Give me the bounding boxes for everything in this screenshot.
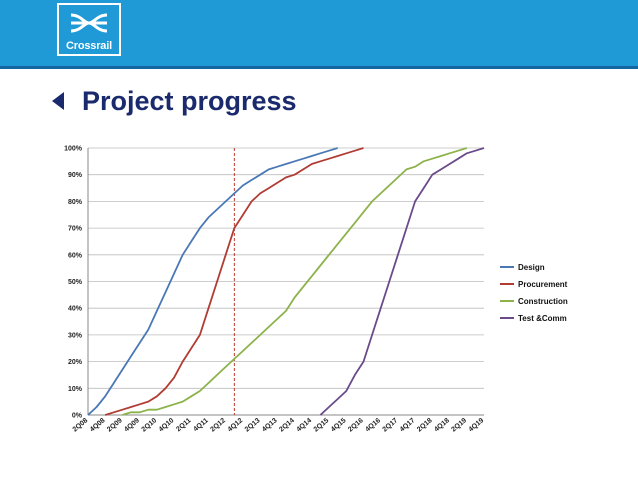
y-tick-label: 30% [68,332,83,339]
y-tick-label: 10% [68,386,83,393]
x-tick-label: 2Q12 [209,417,227,433]
x-tick-label: 2Q13 [244,417,262,433]
series-line-test-comm [319,147,485,416]
x-tick-label: 4Q08 [89,417,107,433]
y-tick-label: 80% [68,199,83,206]
y-tick-label: 20% [68,359,83,366]
x-tick-label: 4Q09 [123,417,141,433]
series-line-design [87,147,338,416]
x-tick-label: 2Q15 [313,417,331,433]
legend-label: Design [518,263,545,272]
x-tick-label: 4Q11 [192,417,209,433]
crossrail-logo: Crossrail [57,3,121,56]
legend-label: Test &Comm [518,314,567,323]
x-tick-label: 2Q14 [278,417,296,433]
y-tick-label: 40% [68,306,83,313]
legend-label: Construction [518,297,568,306]
y-tick-label: 90% [68,172,83,179]
x-tick-label: 2Q19 [450,417,468,433]
x-tick-label: 4Q14 [295,417,313,433]
series-line-construction [122,147,468,416]
y-tick-label: 100% [64,146,83,153]
x-tick-label: 4Q16 [364,417,382,433]
x-tick-label: 4Q10 [158,417,176,433]
x-tick-label: 4Q12 [227,417,245,433]
x-tick-label: 2Q10 [141,417,159,433]
y-tick-label: 70% [68,226,83,233]
x-tick-label: 2Q11 [175,417,192,433]
x-tick-label: 2Q16 [347,417,365,433]
x-tick-label: 4Q17 [399,417,417,433]
x-tick-label: 4Q15 [330,417,348,433]
y-tick-label: 50% [68,279,83,286]
x-tick-label: 4Q19 [468,417,486,433]
legend-label: Procurement [518,280,568,289]
x-tick-label: 2Q08 [72,417,90,433]
y-tick-label: 0% [72,413,83,420]
series-line-procurement [104,147,364,416]
crossrail-roundel-icon [70,13,108,33]
header-divider [0,66,638,69]
logo-text: Crossrail [66,40,112,52]
x-tick-label: 4Q18 [433,417,451,433]
x-tick-label: 2Q17 [382,417,400,433]
back-arrow-icon[interactable] [52,92,64,110]
y-tick-label: 60% [68,252,83,259]
x-tick-label: 2Q18 [416,417,434,433]
page-title: Project progress [82,85,297,116]
x-tick-label: 2Q09 [106,417,124,433]
x-tick-label: 4Q13 [261,417,279,433]
title-row: Project progress [52,84,297,118]
